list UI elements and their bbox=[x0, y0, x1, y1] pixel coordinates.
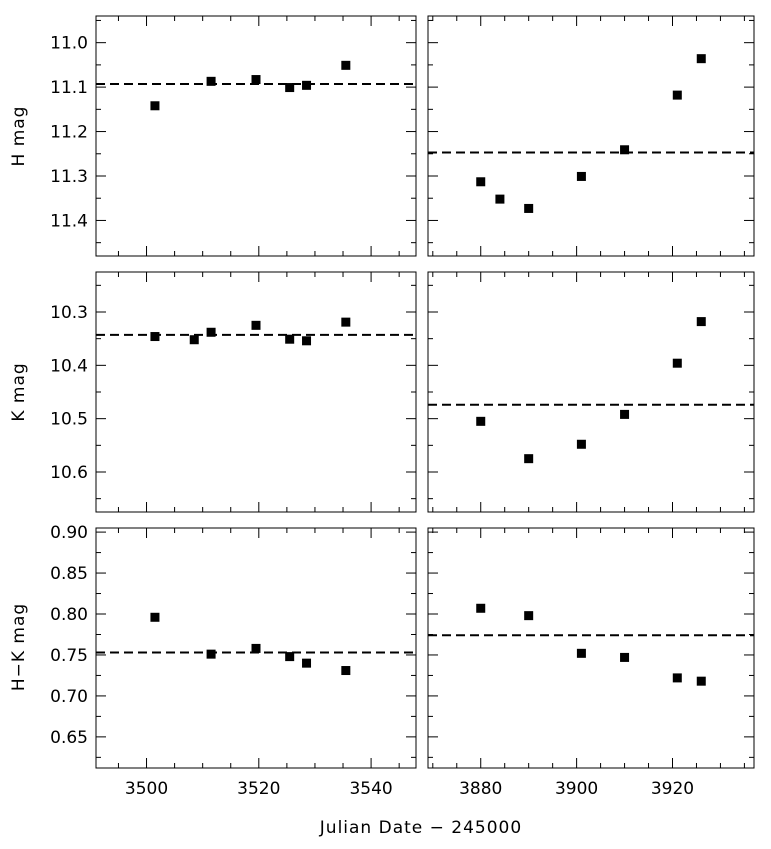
data-point bbox=[696, 317, 706, 327]
plot-frame bbox=[95, 15, 417, 257]
data-point bbox=[251, 643, 261, 653]
data-point bbox=[524, 611, 534, 621]
y-tick-label: 0.80 bbox=[50, 605, 88, 625]
data-point bbox=[620, 145, 630, 155]
panel-3 bbox=[427, 271, 755, 513]
data-point bbox=[206, 649, 216, 659]
panel-5: 3880 3900 3920 bbox=[427, 527, 755, 799]
panel-4: 3500 3520 3540 0.65 0.70 0.75 0.80 0.85 0.90 bbox=[50, 523, 417, 799]
data-point bbox=[302, 336, 312, 346]
plot-frame bbox=[427, 271, 755, 513]
x-axis-title: Julian Date − 245000 bbox=[319, 818, 522, 838]
y-tick-label: 0.70 bbox=[50, 687, 88, 707]
data-point bbox=[576, 171, 586, 181]
plot-frame bbox=[95, 527, 417, 769]
data-point bbox=[251, 75, 261, 85]
data-point bbox=[150, 612, 160, 622]
data-point bbox=[341, 60, 351, 70]
data-point bbox=[576, 439, 586, 449]
y-tick-label: 11.0 bbox=[50, 34, 88, 54]
data-point bbox=[524, 454, 534, 464]
y-tick-label: 0.75 bbox=[50, 646, 88, 666]
panels-group: 11.0 11.1 11.2 11.3 11.4 10.3 10.4 10.5 10.6 3500… bbox=[50, 15, 755, 799]
x-tick-label: 3920 bbox=[651, 779, 694, 799]
data-point bbox=[476, 177, 486, 187]
data-point bbox=[150, 332, 160, 342]
data-point bbox=[302, 658, 312, 668]
y-tick-label: 0.65 bbox=[50, 728, 88, 748]
x-tick-label: 3880 bbox=[459, 779, 502, 799]
data-point bbox=[524, 203, 534, 213]
data-point bbox=[341, 666, 351, 676]
row-label-hk-mag: H−K mag bbox=[9, 603, 29, 691]
data-point bbox=[206, 327, 216, 337]
y-tick-label: 11.3 bbox=[50, 167, 88, 187]
data-point bbox=[150, 101, 160, 111]
y-tick-label: 10.3 bbox=[50, 303, 88, 323]
data-point bbox=[620, 409, 630, 419]
y-tick-label: 10.6 bbox=[50, 463, 88, 483]
data-point bbox=[251, 320, 261, 330]
data-point bbox=[672, 673, 682, 683]
y-tick-label: 10.4 bbox=[50, 356, 88, 376]
data-point bbox=[302, 80, 312, 90]
y-tick-label: 0.85 bbox=[50, 564, 88, 584]
data-point bbox=[576, 648, 586, 658]
row-label-k-mag: K mag bbox=[9, 362, 29, 421]
panel-1 bbox=[427, 15, 755, 257]
y-tick-label: 10.5 bbox=[50, 410, 88, 430]
y-tick-label: 11.1 bbox=[50, 78, 88, 98]
data-point bbox=[696, 676, 706, 686]
data-point bbox=[189, 335, 199, 345]
data-point bbox=[672, 90, 682, 100]
data-point bbox=[495, 194, 505, 204]
data-point bbox=[672, 358, 682, 368]
data-point bbox=[341, 317, 351, 327]
x-tick-label: 3900 bbox=[555, 779, 598, 799]
x-tick-label: 3500 bbox=[125, 779, 168, 799]
plot-frame bbox=[427, 527, 755, 769]
row-label-h-mag: H mag bbox=[9, 106, 29, 167]
y-tick-label: 0.90 bbox=[50, 523, 88, 543]
x-tick-label: 3540 bbox=[349, 779, 392, 799]
y-tick-label: 11.4 bbox=[50, 211, 88, 231]
x-tick-label: 3520 bbox=[237, 779, 280, 799]
plot-frame bbox=[427, 15, 755, 257]
data-point bbox=[285, 652, 295, 662]
data-point bbox=[476, 603, 486, 613]
plot-frame bbox=[95, 271, 417, 513]
data-point bbox=[285, 83, 295, 93]
data-point bbox=[696, 54, 706, 64]
data-point bbox=[620, 652, 630, 662]
panel-0: 11.0 11.1 11.2 11.3 11.4 bbox=[50, 15, 417, 257]
data-point bbox=[206, 76, 216, 86]
data-point bbox=[285, 334, 295, 344]
y-tick-label: 11.2 bbox=[50, 123, 88, 143]
panel-2: 10.3 10.4 10.5 10.6 bbox=[50, 271, 417, 513]
data-point bbox=[476, 416, 486, 426]
